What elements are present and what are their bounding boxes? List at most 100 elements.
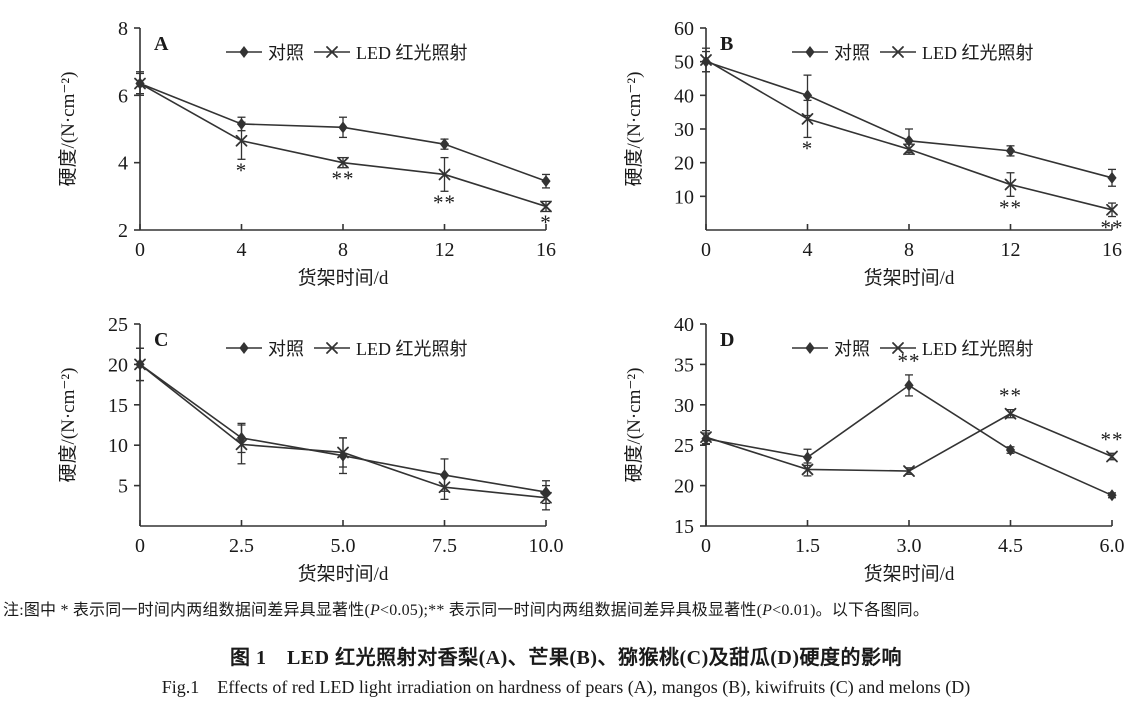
legend-label: 对照 [268,43,304,63]
legend-label: LED 红光照射 [922,43,1034,63]
x-axis-title: 货架时间/d [864,563,955,585]
diamond-marker [904,379,914,392]
legend-diamond-marker [239,46,249,58]
legend-x-marker [892,342,904,354]
legend-label: 对照 [268,339,304,359]
y-axis-title: 硬度/(N·cm⁻²) [623,368,645,483]
legend-diamond-marker [239,342,249,354]
y-tick-label: 8 [118,18,128,40]
y-axis-title: 硬度/(N·cm⁻²) [57,72,79,187]
x-tick-label: 4 [803,239,813,261]
diamond-marker [1005,444,1016,457]
panel-label: D [720,329,734,351]
x-axis [705,520,1113,527]
significance-mark: ** [332,167,355,191]
figure-title-en: Fig.1 Effects of red LED light irradiati… [161,677,971,697]
diamond-marker [338,121,348,134]
x-tick-label: 16 [536,239,556,261]
x-marker [235,134,248,147]
x-tick-label: 0 [701,239,711,261]
chart-panel-b: 10 20 30 40 50 60 0 4 8 12 16 硬度/(N·cm⁻²) 货架时间/d B 对照 L… [623,18,1123,289]
diamond-marker [802,451,813,464]
x-marker [438,168,451,181]
diamond-marker [1005,144,1016,157]
x-marker [438,481,451,494]
note-text: 注:图中 * 表示同一时间内两组数据间差异具显著性( [3,602,370,619]
x-tick-label: 7.5 [432,535,457,557]
legend-diamond-marker [805,46,815,58]
x-tick-label: 2.5 [229,535,254,557]
y-tick-label: 50 [674,52,694,74]
y-axis [700,323,707,527]
error-bars [702,50,1116,187]
legend: 对照 LED 红光照射 [226,43,468,63]
note-italic-p: P [762,602,773,619]
significance-mark: * [540,210,552,234]
x-marker [1106,450,1118,463]
panel-label: B [720,33,733,55]
x-tick-label: 6.0 [1100,535,1125,557]
y-tick-label: 5 [118,476,128,498]
significance-marks: ***** [802,136,1123,239]
legend-item-led: LED 红光照射 [880,43,1034,63]
x-marker [134,77,146,90]
x-axis [705,224,1113,231]
y-tick-label: 30 [674,119,694,141]
legend: 对照 LED 红光照射 [226,339,468,359]
x-marker [337,156,349,169]
x-marker [1106,203,1118,216]
series-led-line [705,412,1113,472]
x-marker [903,143,915,156]
legend-diamond-marker [805,342,815,354]
x-tick-label: 12 [1001,239,1021,261]
x-marker [1004,178,1017,191]
x-tick-label: 16 [1102,239,1122,261]
legend-label: LED 红光照射 [922,339,1034,359]
series-control [135,347,551,505]
legend-item-led: LED 红光照射 [314,339,468,359]
chart-panel-c: 5 10 15 20 25 0 2.5 5.0 7.5 10.0 硬度/(N·cm⁻²) 货架时间/d… [57,314,564,585]
y-tick-label: 20 [108,354,128,376]
series-control-line [705,60,1113,179]
series-control [135,71,551,189]
series-control-line [705,384,1113,497]
x-marker [540,491,552,504]
x-marker [235,438,248,451]
significance-mark: * [802,136,814,160]
error-bars [136,347,550,511]
legend-item-control: 对照 [226,43,304,63]
x-axis-title: 货架时间/d [864,267,955,289]
series-led [700,407,1118,477]
y-tick-label: 15 [674,516,694,538]
y-tick-label: 60 [674,18,694,40]
diamond-marker [541,175,551,188]
y-tick-label: 4 [118,153,128,175]
y-tick-label: 40 [674,85,694,107]
series-led [134,72,552,213]
x-axis [139,224,547,231]
x-tick-label: 0 [135,535,145,557]
legend-x-marker [892,46,904,58]
y-axis [134,27,141,231]
x-tick-label: 1.5 [795,535,820,557]
series-led [134,347,552,511]
x-axis-title: 货架时间/d [298,267,389,289]
significance-mark: ** [898,349,921,373]
legend-item-led: LED 红光照射 [314,43,468,63]
error-bars [702,408,1116,477]
note-text: <0.05);** 表示同一时间内两组数据间差异具极显著性( [379,602,763,619]
legend-item-control: 对照 [226,339,304,359]
x-tick-label: 4 [237,239,247,261]
legend-label: 对照 [834,339,870,359]
note-text: <0.01)。以下各图同。 [772,602,930,619]
y-tick-label: 2 [118,220,128,242]
x-marker [700,431,712,444]
legend: 对照 LED 红光照射 [792,43,1034,63]
x-tick-label: 0 [701,535,711,557]
y-tick-label: 6 [118,85,128,107]
x-marker [801,113,814,125]
y-tick-label: 25 [108,314,128,336]
error-bars [136,72,550,213]
y-tick-label: 20 [674,476,694,498]
